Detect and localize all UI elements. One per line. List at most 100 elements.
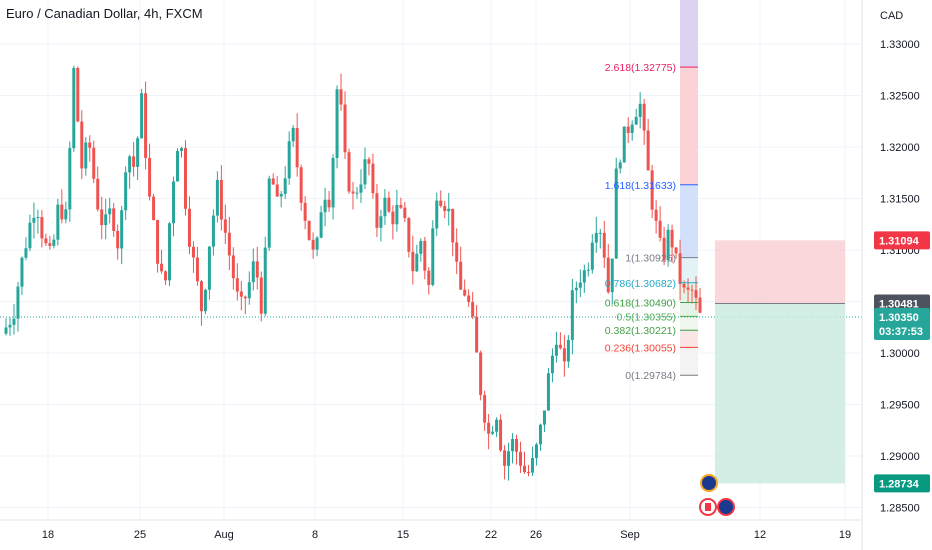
candle-body <box>215 179 219 216</box>
candle-body <box>526 472 530 474</box>
candle-body <box>694 290 698 298</box>
candle-body <box>630 124 634 133</box>
candle-body <box>199 281 203 312</box>
candle-body <box>371 163 375 194</box>
candle-body <box>36 217 40 219</box>
candle-body <box>678 253 682 284</box>
fib-label: 1.618(1.31633) <box>605 180 676 192</box>
time-tick: 25 <box>134 529 146 541</box>
candle-body <box>307 220 311 240</box>
candle-body <box>203 289 207 312</box>
candle-body <box>179 148 183 151</box>
candle-body <box>355 192 359 194</box>
price-axis[interactable]: CAD1.330001.325001.320001.315001.310001.… <box>861 0 930 550</box>
candle-body <box>28 222 32 249</box>
price-label-text: 1.30481 <box>879 298 919 310</box>
candle-body <box>367 159 371 164</box>
candle-body <box>690 289 694 291</box>
candle-body <box>40 217 44 239</box>
candle-body <box>8 324 12 328</box>
price-tick: 1.32500 <box>880 91 920 103</box>
candle-body <box>403 207 407 218</box>
candle-body <box>327 199 331 208</box>
fib-zone <box>680 0 698 68</box>
candle-body <box>124 172 128 211</box>
candle-body <box>32 217 36 223</box>
candle-body <box>662 237 666 261</box>
ca-leaf-icon <box>705 503 711 511</box>
price-tick: 1.28500 <box>880 503 920 515</box>
candle-body <box>523 465 527 473</box>
candle-body <box>72 68 76 149</box>
price-label: 1.28734 <box>874 474 930 493</box>
candle-body <box>674 247 678 254</box>
candle-body <box>211 215 215 247</box>
eu-flag-icon <box>717 498 735 516</box>
chart-title: Euro / Canadian Dollar, 4h, FXCM <box>6 6 203 21</box>
candle-body <box>319 212 323 238</box>
candle-body <box>303 202 307 221</box>
candle-body <box>112 208 116 231</box>
candle-body <box>148 157 152 197</box>
candle-body <box>698 297 702 313</box>
candle-body <box>538 424 542 445</box>
time-tick: Sep <box>620 529 640 541</box>
candle-body <box>654 209 658 221</box>
fib-levels: 2.618(1.32775) 1.618(1.31633) 1(1.30926) 0.… <box>605 62 698 382</box>
candle-body <box>443 205 447 212</box>
candle-body <box>183 148 187 209</box>
candle-body <box>491 431 495 434</box>
candle-body <box>686 287 690 290</box>
candle-body <box>463 289 467 296</box>
candle-body <box>283 178 287 194</box>
candle-body <box>128 156 132 173</box>
fib-zone <box>680 347 698 376</box>
price-tick: 1.32000 <box>880 142 920 154</box>
candle-body <box>88 142 92 148</box>
candle-body <box>682 283 686 288</box>
eu-flag-icon <box>700 474 718 492</box>
fib-zone <box>680 316 698 331</box>
candle-body <box>191 246 195 258</box>
candle-body <box>84 142 88 169</box>
candle-body <box>383 197 387 217</box>
fib-zone <box>680 257 698 283</box>
countdown-label: 03:37:53 <box>879 326 923 338</box>
candle-body <box>24 248 28 258</box>
candle-body <box>251 261 255 283</box>
candle-body <box>176 150 180 182</box>
candle-body <box>554 344 558 356</box>
price-tick: 1.29000 <box>880 451 920 463</box>
candle-body <box>168 223 172 281</box>
candle-body <box>622 126 626 163</box>
candle-body <box>351 191 355 194</box>
candle-body <box>195 257 199 282</box>
time-tick: 19 <box>839 529 851 541</box>
price-label-text: 1.28734 <box>879 478 920 490</box>
candle-body <box>295 127 299 168</box>
event-icons[interactable] <box>699 474 735 516</box>
candle-body <box>530 458 534 473</box>
candle-body <box>132 156 136 167</box>
candle-body <box>431 228 435 285</box>
candle-body <box>435 200 439 229</box>
short-position-tool[interactable] <box>715 240 845 484</box>
candle-body <box>152 196 156 221</box>
candle-body <box>315 237 319 250</box>
candle-body <box>411 251 415 272</box>
candle-body <box>375 193 379 228</box>
candle-body <box>80 121 84 169</box>
candle-body <box>618 162 622 169</box>
candle-body <box>459 261 463 290</box>
grid <box>0 0 862 520</box>
candle-body <box>415 253 419 272</box>
candle-body <box>658 220 662 238</box>
time-axis[interactable]: 18 25 Aug 8 15 22 26 Sep 12 19 <box>0 519 862 541</box>
candle-body <box>471 301 475 317</box>
candle-body <box>347 152 351 192</box>
candle-body <box>359 184 363 193</box>
time-tick: 26 <box>530 529 542 541</box>
candle-body <box>156 220 160 264</box>
fib-label: 0.786(1.30682) <box>605 278 676 290</box>
